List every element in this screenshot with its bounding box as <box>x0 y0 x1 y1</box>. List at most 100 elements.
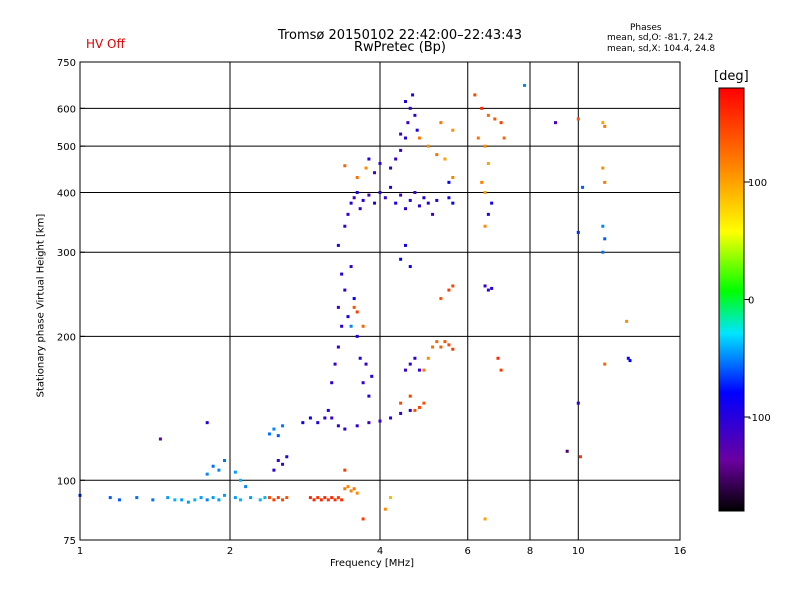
data-point <box>626 356 630 360</box>
data-point <box>285 455 289 459</box>
data-point <box>349 489 353 493</box>
data-point <box>355 334 359 338</box>
data-point <box>480 180 484 184</box>
data-point <box>370 374 374 378</box>
data-point <box>476 136 480 140</box>
data-point <box>336 424 340 428</box>
data-point <box>319 498 323 502</box>
y-axis-label: Stationary phase Virtual Height [km] <box>35 213 47 398</box>
data-point <box>223 493 227 497</box>
data-point <box>447 180 451 184</box>
data-point <box>343 468 347 472</box>
data-point <box>435 153 439 157</box>
data-point <box>417 204 421 208</box>
data-point <box>451 201 455 205</box>
data-point <box>336 305 340 309</box>
data-point <box>166 496 170 500</box>
phases-heading: Phases <box>630 23 662 33</box>
data-point <box>431 212 435 216</box>
data-point <box>403 243 407 247</box>
data-points <box>78 83 632 521</box>
data-point <box>480 106 484 110</box>
data-point <box>565 449 569 453</box>
data-point <box>399 132 403 136</box>
data-point <box>211 496 215 500</box>
data-point <box>355 175 359 179</box>
data-point <box>367 193 371 197</box>
data-point <box>408 198 412 202</box>
data-point <box>443 340 447 344</box>
data-point <box>217 468 221 472</box>
data-point <box>336 496 340 500</box>
data-point <box>601 224 605 228</box>
data-point <box>451 347 455 351</box>
data-point <box>417 136 421 140</box>
data-point <box>343 164 347 168</box>
data-point <box>361 517 365 521</box>
data-point <box>439 297 443 301</box>
data-point <box>451 175 455 179</box>
x-axis-ticks: 1 2 4 6 8 10 16 <box>77 546 687 557</box>
data-point <box>378 161 382 165</box>
data-point <box>205 498 209 502</box>
data-point <box>330 416 334 420</box>
data-point <box>499 121 503 125</box>
data-point <box>312 498 316 502</box>
data-point <box>186 500 190 504</box>
data-point <box>406 121 410 125</box>
data-point <box>117 498 121 502</box>
data-point <box>502 136 506 140</box>
data-point <box>352 297 356 301</box>
data-point <box>263 496 267 500</box>
x-axis-label: Frequency [MHz] <box>330 558 415 569</box>
data-point <box>355 491 359 495</box>
plot-frame <box>79 61 681 541</box>
data-point <box>601 250 605 254</box>
colorbar-ticks: -100 0 100 <box>744 178 771 424</box>
data-point <box>486 113 490 117</box>
chart-title: Tromsø 20150102 22:42:00–22:43:43 <box>277 28 523 43</box>
data-point <box>281 462 285 466</box>
data-point <box>417 368 421 372</box>
data-point <box>358 356 362 360</box>
data-point <box>346 315 350 319</box>
data-point <box>576 230 580 234</box>
data-point <box>330 381 334 385</box>
data-point <box>399 257 403 261</box>
data-point <box>326 498 330 502</box>
data-point <box>447 196 451 200</box>
data-point <box>403 136 407 140</box>
data-point <box>258 498 262 502</box>
data-point <box>373 201 377 205</box>
data-point <box>399 411 403 415</box>
data-point <box>496 356 500 360</box>
data-point <box>316 421 320 425</box>
data-point <box>435 198 439 202</box>
data-point <box>239 478 243 482</box>
data-point <box>483 284 487 288</box>
data-point <box>272 498 276 502</box>
data-point <box>367 394 371 398</box>
data-point <box>272 427 276 431</box>
data-point <box>355 190 359 194</box>
y-tick-label: 750 <box>57 58 76 69</box>
colorbar <box>718 87 745 512</box>
x-tick-label: 10 <box>572 546 585 557</box>
data-point <box>352 196 356 200</box>
data-point <box>383 507 387 511</box>
data-point <box>205 421 209 425</box>
data-point <box>343 288 347 292</box>
data-point <box>435 340 439 344</box>
data-point <box>364 166 368 170</box>
data-point <box>336 243 340 247</box>
y-tick-label: 75 <box>63 536 76 547</box>
data-point <box>483 517 487 521</box>
y-tick-label: 200 <box>57 332 76 343</box>
data-point <box>301 421 305 425</box>
data-point <box>439 345 443 349</box>
data-point <box>483 144 487 148</box>
data-point <box>389 166 393 170</box>
x-tick-label: 8 <box>527 546 533 557</box>
colorbar-unit-label: [deg] <box>714 69 749 84</box>
data-point <box>576 401 580 405</box>
